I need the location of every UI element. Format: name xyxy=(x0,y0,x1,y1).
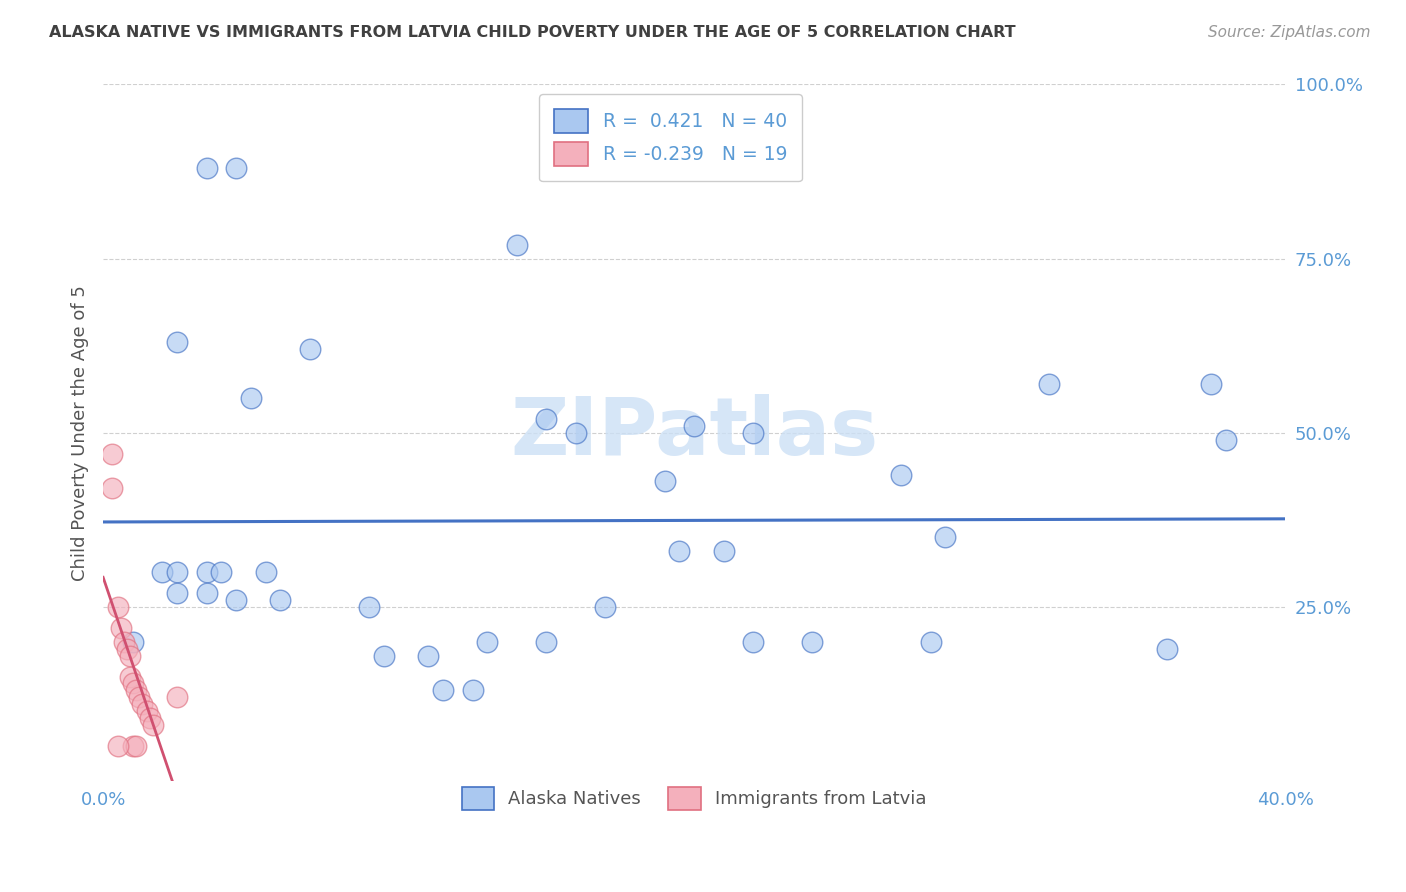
Point xyxy=(225,593,247,607)
Point xyxy=(920,634,942,648)
Point xyxy=(131,698,153,712)
Point xyxy=(536,634,558,648)
Point xyxy=(269,593,291,607)
Y-axis label: Child Poverty Under the Age of 5: Child Poverty Under the Age of 5 xyxy=(72,285,89,581)
Point xyxy=(121,634,143,648)
Point xyxy=(225,161,247,175)
Point xyxy=(1156,641,1178,656)
Point xyxy=(139,711,162,725)
Point xyxy=(713,544,735,558)
Point xyxy=(107,739,129,754)
Point xyxy=(101,482,124,496)
Point xyxy=(110,621,132,635)
Point xyxy=(166,565,188,579)
Legend: Alaska Natives, Immigrants from Latvia: Alaska Natives, Immigrants from Latvia xyxy=(447,772,941,824)
Point xyxy=(166,690,188,705)
Point xyxy=(107,599,129,614)
Point xyxy=(683,418,706,433)
Point xyxy=(432,683,454,698)
Point xyxy=(166,586,188,600)
Point xyxy=(298,342,321,356)
Point xyxy=(359,599,381,614)
Point xyxy=(124,683,146,698)
Point xyxy=(477,634,499,648)
Point xyxy=(668,544,690,558)
Point xyxy=(118,648,141,663)
Point xyxy=(101,447,124,461)
Point xyxy=(801,634,824,648)
Point xyxy=(195,565,218,579)
Point xyxy=(742,634,765,648)
Point xyxy=(654,475,676,489)
Point xyxy=(239,391,262,405)
Point xyxy=(373,648,395,663)
Point xyxy=(142,718,165,732)
Point xyxy=(150,565,173,579)
Point xyxy=(742,425,765,440)
Point xyxy=(890,467,912,482)
Point xyxy=(118,669,141,683)
Point xyxy=(209,565,232,579)
Point xyxy=(166,335,188,350)
Point xyxy=(195,161,218,175)
Point xyxy=(536,411,558,425)
Point xyxy=(121,739,143,754)
Point xyxy=(121,676,143,690)
Point xyxy=(1201,376,1223,391)
Point xyxy=(124,739,146,754)
Point xyxy=(128,690,150,705)
Point xyxy=(136,704,159,718)
Point xyxy=(112,634,135,648)
Point xyxy=(934,530,956,544)
Text: ZIPatlas: ZIPatlas xyxy=(510,393,879,472)
Point xyxy=(418,648,440,663)
Point xyxy=(1038,376,1060,391)
Point xyxy=(254,565,277,579)
Point xyxy=(1215,433,1237,447)
Point xyxy=(461,683,484,698)
Point xyxy=(595,599,617,614)
Point xyxy=(565,425,588,440)
Text: ALASKA NATIVE VS IMMIGRANTS FROM LATVIA CHILD POVERTY UNDER THE AGE OF 5 CORRELA: ALASKA NATIVE VS IMMIGRANTS FROM LATVIA … xyxy=(49,25,1015,40)
Point xyxy=(115,641,138,656)
Text: Source: ZipAtlas.com: Source: ZipAtlas.com xyxy=(1208,25,1371,40)
Point xyxy=(195,586,218,600)
Point xyxy=(506,237,529,252)
